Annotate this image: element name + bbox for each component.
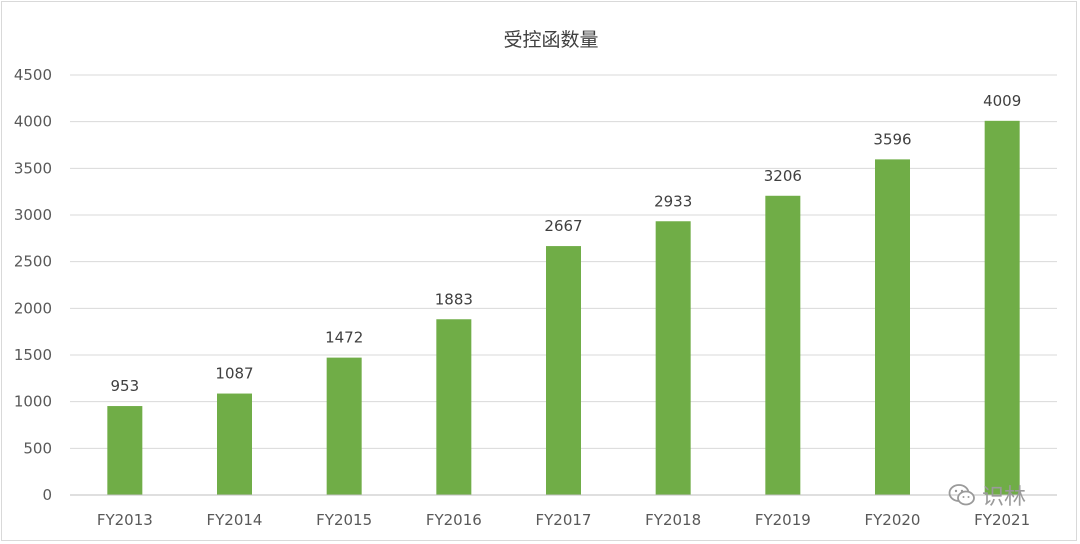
x-tick-label: FY2017 [536,511,592,529]
x-tick-label: FY2018 [645,511,701,529]
y-tick-label: 2500 [14,253,52,271]
y-tick-label: 4500 [14,66,52,84]
y-tick-label: 0 [42,486,52,504]
x-tick-label: FY2016 [426,511,482,529]
bar [217,393,252,495]
x-axis-ticks: FY2013 FY2014 FY2015 FY2016 FY2017 FY2018 FY20… [97,511,1030,529]
x-tick-label: FY2015 [316,511,372,529]
x-tick-label: FY2013 [97,511,153,529]
y-axis-ticks: 0 500 1000 1500 2000 2500 3000 3500 4000 4500 [14,66,52,504]
data-label: 1883 [435,290,473,308]
x-tick-label: FY2020 [865,511,921,529]
y-tick-label: 2000 [14,299,52,317]
chart-title: 受控函数量 [503,29,598,51]
data-label: 3206 [764,167,802,185]
y-tick-label: 3500 [14,159,52,177]
data-label: 2667 [544,217,582,235]
bars [107,120,1020,496]
bar [655,221,691,495]
bar [326,357,362,495]
data-label: 3596 [873,130,911,148]
y-tick-label: 1000 [14,393,52,411]
wechat-icon [948,484,975,506]
x-tick-label: FY2014 [207,511,263,529]
y-tick-label: 4000 [14,113,52,131]
bar [107,406,143,495]
bar [765,195,801,496]
bar [436,319,472,495]
data-label: 1472 [325,329,363,347]
x-tick-label: FY2019 [755,511,811,529]
data-label: 953 [111,377,140,395]
x-tick-label: FY2021 [974,511,1030,529]
y-tick-label: 500 [23,439,52,457]
data-label: 1087 [215,365,253,383]
bar [984,120,1020,496]
watermark-text: 识林 [982,485,1027,510]
data-label: 2933 [654,192,692,210]
data-labels: 953 1087 1472 1883 2667 2933 3206 3596 4009 [111,92,1022,395]
y-tick-label: 1500 [14,346,52,364]
y-tick-label: 3000 [14,206,52,224]
watermark: 识林 [948,480,1026,510]
bar [546,246,581,495]
bar [875,159,910,495]
data-label: 4009 [983,92,1021,110]
